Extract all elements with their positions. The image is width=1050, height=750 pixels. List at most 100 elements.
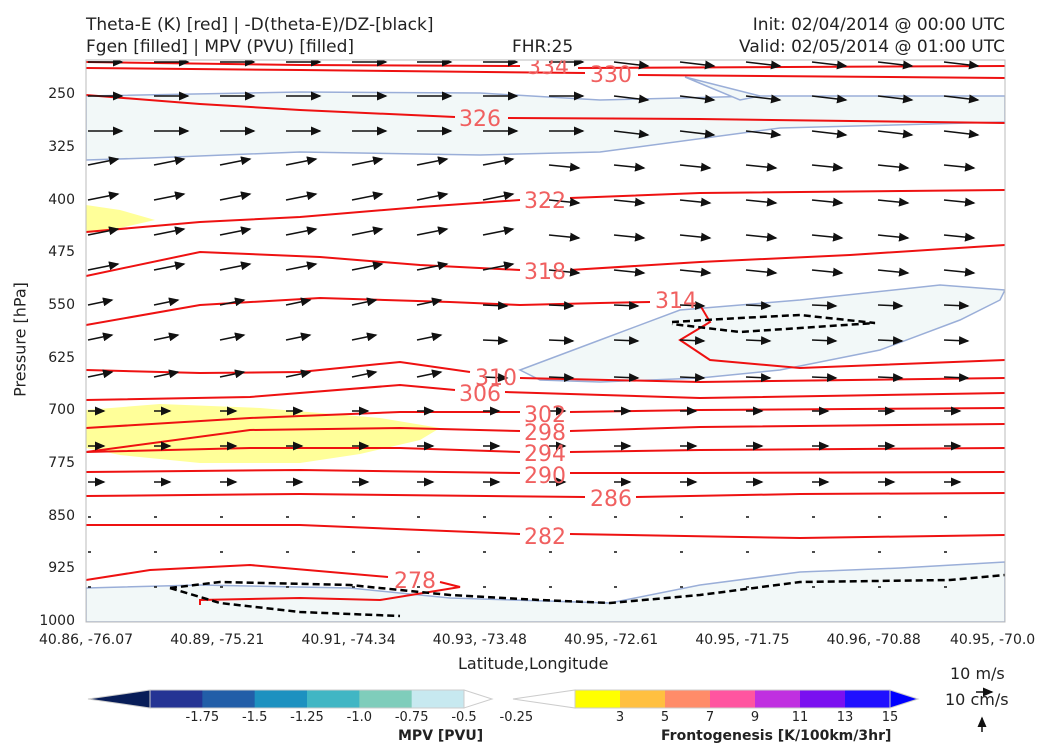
wind-vector [482, 301, 509, 311]
wind-vector [548, 232, 581, 242]
wind-vector [416, 369, 443, 379]
wind-vector [87, 191, 120, 201]
y-tick-label: 550 [48, 296, 75, 313]
wind-vector [416, 156, 449, 166]
wind-vector [482, 336, 509, 346]
y-axis-label: Pressure [hPa] [10, 282, 30, 397]
colorbar-tick-label: -1.0 [346, 710, 373, 725]
colorbar-swatch [359, 690, 413, 708]
wind-vector [877, 301, 904, 311]
wind-vector [811, 94, 848, 104]
wind-vector [679, 60, 716, 70]
wind-vector [679, 267, 712, 277]
wind-vector [351, 191, 384, 201]
wind-vector [285, 226, 318, 236]
wind-vector [745, 162, 778, 172]
colorbar-swatch [411, 690, 465, 708]
colorbar-tick-label: 7 [705, 710, 715, 725]
wind-vector [416, 297, 443, 307]
colorbar-tick-label: -1.5 [241, 710, 268, 725]
wind-vector [943, 60, 980, 70]
wind-vector [351, 156, 384, 166]
wind-vector [679, 197, 712, 207]
wind-vector [351, 297, 378, 307]
x-tick-label: 40.93, -73.48 [432, 632, 527, 648]
wind-vector [416, 332, 443, 342]
wind-vector [219, 226, 252, 236]
colorbar-extend-arrow [512, 689, 576, 709]
contour-label: 290 [524, 464, 566, 489]
wind-vector [351, 261, 384, 271]
colorbar-swatch [755, 690, 801, 708]
colorbar-tick-label: 15 [881, 710, 899, 725]
chart-title: Theta-E (K) [red] | -D(theta-E)/DZ-[blac… [86, 15, 434, 35]
y-tick-label: 1000 [39, 613, 75, 629]
x-tick-label: 40.96, -70.88 [826, 632, 921, 648]
wind-vector [877, 267, 910, 277]
x-tick-label: 40.86, -76.07 [38, 632, 134, 648]
wind-vector [613, 162, 646, 172]
wind-vector [679, 129, 716, 139]
wind-vector [87, 226, 120, 236]
fgen-colorbar-title: Frontogenesis [K/100km/3hr] [661, 728, 892, 744]
contour-label: 306 [459, 382, 501, 407]
colorbar-swatch [575, 690, 621, 708]
wind-vector [613, 301, 640, 311]
wind-vector [153, 297, 180, 307]
wind-vector [219, 369, 246, 379]
wind-vector [548, 301, 575, 311]
wind-vector [811, 301, 838, 311]
colorbar-tick-label: 5 [660, 710, 670, 725]
vector-ref-horizontal-label: 10 m/s [950, 664, 1005, 683]
wind-vector [745, 301, 772, 311]
wind-vector [285, 191, 318, 201]
wind-vector [548, 267, 581, 277]
colorbar-swatch [710, 690, 756, 708]
wind-vector [285, 297, 312, 307]
wind-vector [745, 232, 778, 242]
y-tick-label: 475 [48, 244, 75, 261]
wind-vector [482, 373, 509, 383]
wind-vector [219, 297, 246, 307]
wind-vector [811, 129, 848, 139]
valid-time: Valid: 02/05/2014 @ 01:00 UTC [739, 37, 1005, 57]
wind-vector [285, 369, 312, 379]
wind-vector [153, 226, 186, 236]
colorbar-frame [149, 689, 465, 709]
wind-vector [153, 191, 186, 201]
wind-vector [87, 297, 114, 307]
contour-label: 334 [527, 55, 569, 80]
contour-label: 310 [475, 366, 517, 391]
colorbar-swatch [620, 690, 666, 708]
wind-vector [219, 156, 252, 166]
colorbar-tick-label: -1.25 [290, 710, 324, 725]
wind-vector [219, 191, 252, 201]
y-tick-label: 250 [48, 86, 75, 103]
x-tick-label: 40.95, -71.75 [695, 632, 790, 648]
wind-vector [943, 267, 976, 277]
wind-vector [811, 197, 844, 207]
forecast-hour: FHR:25 [512, 37, 574, 57]
wind-vector [416, 226, 449, 236]
wind-vector [745, 267, 778, 277]
mpv-region-mid [518, 284, 1005, 383]
wind-vector [679, 373, 706, 383]
y-tick-label: 400 [48, 191, 75, 208]
wind-vector [613, 197, 646, 207]
wind-vector [877, 336, 904, 346]
colorbar-extend-arrow [463, 689, 494, 709]
wind-vector [745, 373, 772, 383]
wind-vector [416, 191, 449, 201]
wind-vector [943, 301, 970, 311]
contour-label: 322 [524, 189, 566, 214]
wind-vector [219, 332, 246, 342]
wind-vector [416, 261, 449, 271]
wind-vector [153, 156, 186, 166]
wind-vector [285, 332, 312, 342]
mpv-colorbar-title: MPV [PVU] [398, 728, 484, 744]
wind-vector [679, 162, 712, 172]
wind-vector [943, 373, 970, 383]
wind-vector [745, 336, 772, 346]
wind-vector [153, 369, 180, 379]
colorbar-swatch [150, 690, 203, 708]
